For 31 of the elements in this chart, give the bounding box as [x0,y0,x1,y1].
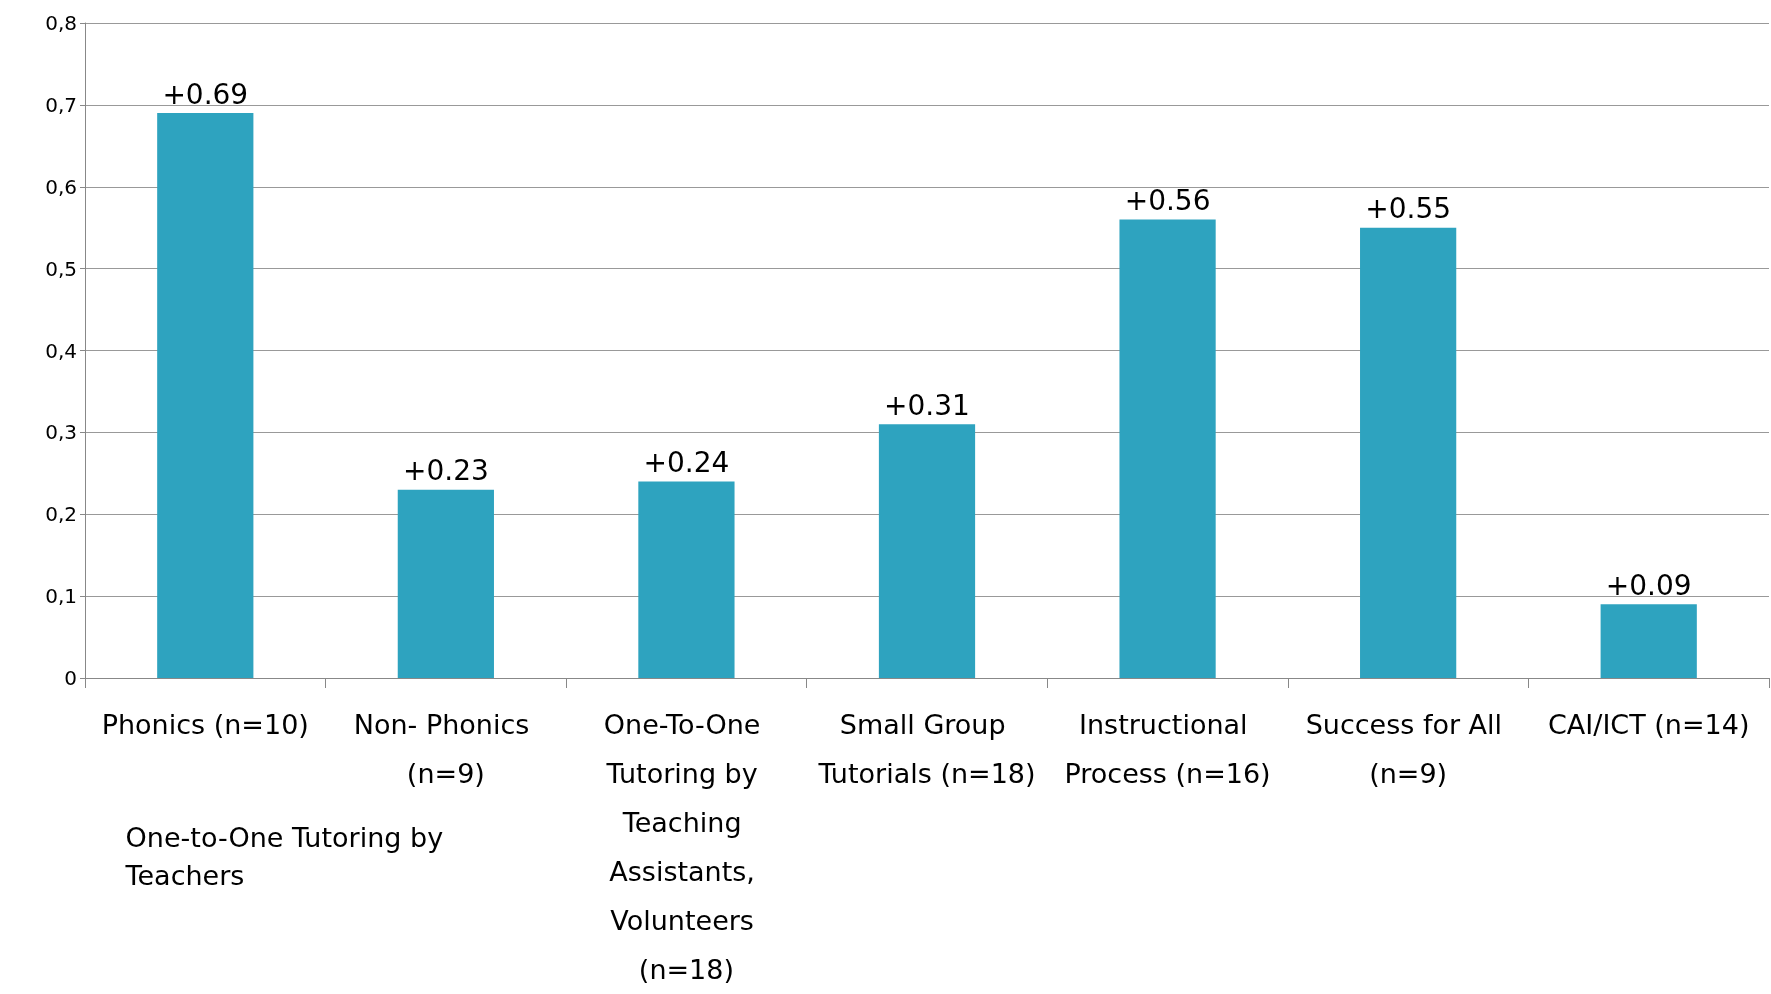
bar [1360,227,1457,678]
y-tick-label: 0,2 [45,502,77,527]
y-tick-label: 0 [64,666,77,690]
x-tick-label: Success for All (n=9) [1305,709,1511,789]
y-tick-label: 0,1 [45,584,77,609]
x-tick-label: Instructional Process (n=16) [1064,709,1271,789]
bar [397,489,494,678]
x-tick-label: One-To-One Tutoring by Teaching Assistants, Volunteers (n=18) [603,709,770,985]
data-label: +0.55 [1365,192,1452,226]
x-tick-label: CAI/ICT (n=14) [1548,709,1750,740]
bar [878,424,976,678]
data-label: +0.31 [884,388,970,422]
data-label: +0.24 [643,446,730,479]
bar [157,113,254,678]
bar [1119,219,1216,678]
bar [638,481,735,678]
x-tick-label: Non- Phonics (n=9) [353,709,538,789]
y-tick-label: 0,7 [45,92,77,117]
y-tick-label: 0,4 [45,338,77,363]
data-label: +0.56 [1124,184,1211,217]
x-tick-label: Phonics (n=10) [101,709,309,740]
data-label: +0.09 [1605,568,1692,602]
y-tick-label: 0,8 [45,11,77,35]
text: One-to-One Tutoring by Teachers [124,821,452,891]
y-tick-label: 0,3 [45,420,77,445]
y-tick-label: 0,6 [45,174,77,199]
data-label: +0.23 [402,454,489,488]
bar [1600,604,1697,678]
data-label: +0.69 [162,77,249,111]
x-tick-label: Small Group Tutorials (n=18) [817,709,1036,789]
y-tick-label: 0,5 [45,256,77,281]
